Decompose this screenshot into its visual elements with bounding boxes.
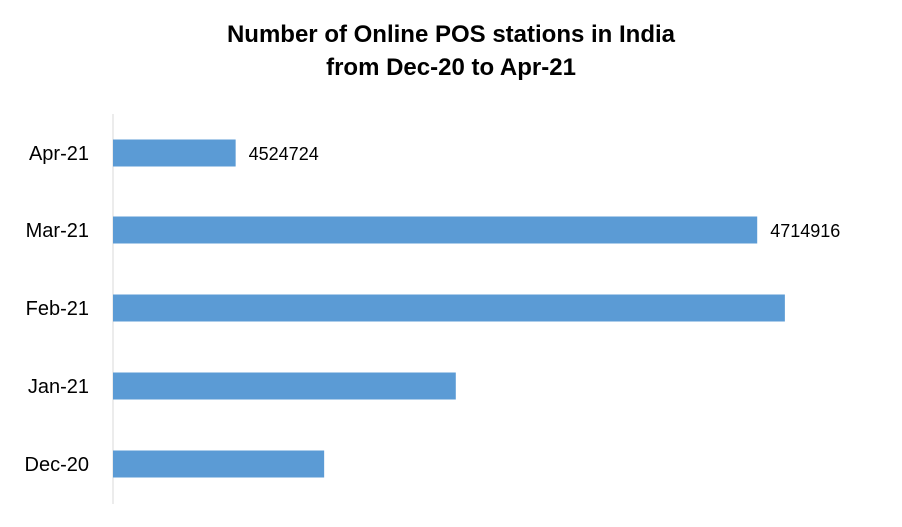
y-tick-label: Mar-21 — [26, 220, 89, 242]
y-tick-label: Feb-21 — [26, 298, 89, 320]
y-tick-label: Jan-21 — [28, 376, 89, 398]
bar — [113, 450, 325, 478]
data-label: 4524724 — [249, 144, 319, 164]
chart-title: Number of Online POS stations in India f… — [0, 18, 902, 84]
bar — [113, 139, 236, 167]
chart-title-line-2: from Dec-20 to Apr-21 — [326, 54, 576, 81]
y-tick-label: Dec-20 — [25, 454, 89, 476]
y-tick-label: Apr-21 — [29, 143, 89, 165]
chart-title-line-1: Number of Online POS stations in India — [226, 21, 676, 48]
bar — [113, 216, 758, 244]
bar — [113, 294, 785, 322]
bar — [113, 372, 456, 400]
data-label: 4714916 — [770, 221, 840, 241]
